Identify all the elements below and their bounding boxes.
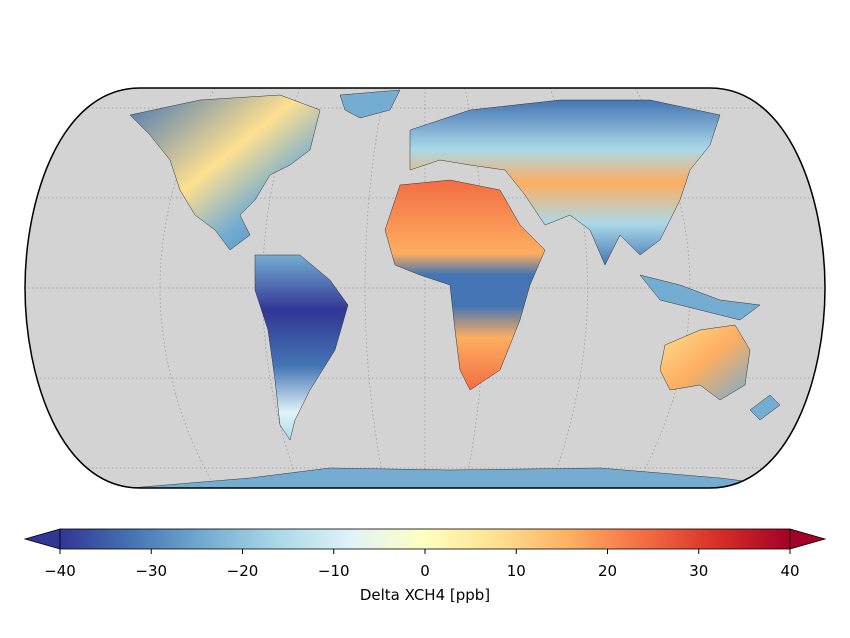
colorbar-bar bbox=[59, 528, 791, 550]
colorbar-tick-label: 10 bbox=[507, 562, 526, 580]
globe-outline bbox=[24, 87, 826, 489]
map bbox=[24, 87, 826, 489]
colorbar-tick-label: 30 bbox=[689, 562, 708, 580]
colorbar-tick-label: 20 bbox=[598, 562, 617, 580]
colorbar-tick-label: 0 bbox=[420, 562, 430, 580]
colorbar-tick-label: −10 bbox=[318, 562, 350, 580]
colorbar-tick-label: −40 bbox=[44, 562, 76, 580]
colorbar-tick-label: −20 bbox=[227, 562, 259, 580]
colorbar-tick-label: 40 bbox=[780, 562, 799, 580]
colorbar-tick-label: −30 bbox=[135, 562, 167, 580]
colorbar-label: Delta XCH4 [ppb] bbox=[360, 586, 490, 604]
colorbar-extend-min bbox=[23, 528, 61, 550]
colorbar: Delta XCH4 [ppb] −40 −30 −20 −10 0 10 20 30 40 bbox=[23, 528, 827, 604]
colorbar-extend-max bbox=[789, 528, 827, 550]
land bbox=[129, 89, 801, 488]
